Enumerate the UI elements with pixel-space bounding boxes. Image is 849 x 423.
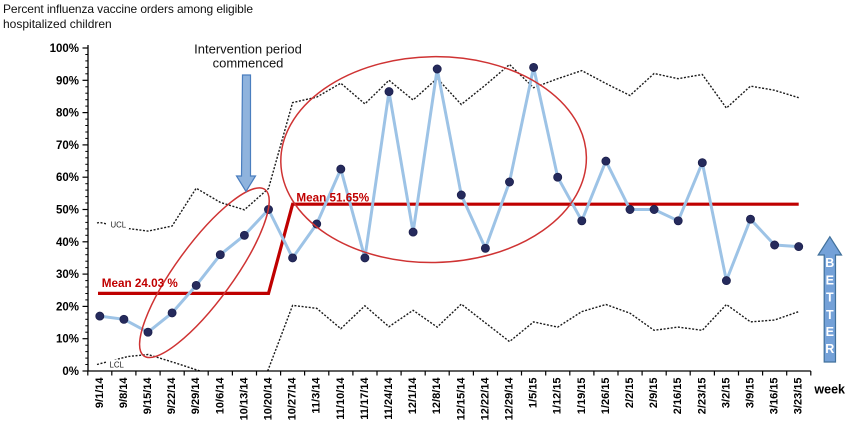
svg-text:40%: 40% — [56, 237, 79, 249]
svg-text:0%: 0% — [62, 366, 79, 378]
svg-text:30%: 30% — [56, 269, 79, 281]
svg-text:60%: 60% — [56, 172, 79, 184]
svg-text:12/8/14: 12/8/14 — [431, 377, 443, 415]
svg-text:1/19/15: 1/19/15 — [576, 378, 588, 415]
svg-text:3/16/15: 3/16/15 — [769, 378, 781, 415]
svg-text:10/20/14: 10/20/14 — [263, 377, 275, 421]
svg-text:11/17/14: 11/17/14 — [359, 377, 371, 420]
svg-text:week: week — [813, 383, 845, 397]
svg-text:11/24/14: 11/24/14 — [383, 377, 395, 420]
svg-text:T: T — [826, 291, 834, 305]
svg-text:Mean 24.03 %: Mean 24.03 % — [102, 277, 179, 290]
svg-text:9/8/14: 9/8/14 — [118, 377, 130, 408]
svg-text:2/23/15: 2/23/15 — [696, 378, 708, 415]
svg-text:50%: 50% — [56, 205, 79, 217]
svg-text:B: B — [825, 256, 834, 270]
svg-text:2/9/15: 2/9/15 — [648, 378, 660, 409]
svg-text:12/1/14: 12/1/14 — [407, 377, 419, 415]
svg-text:9/22/14: 9/22/14 — [166, 377, 178, 415]
svg-text:hospitalized children: hospitalized children — [3, 17, 112, 31]
svg-text:Intervention period: Intervention period — [194, 42, 302, 57]
svg-text:80%: 80% — [56, 108, 79, 120]
svg-text:3/2/15: 3/2/15 — [720, 378, 732, 409]
svg-text:1/12/15: 1/12/15 — [552, 378, 564, 415]
svg-text:10/13/14: 10/13/14 — [238, 377, 250, 421]
svg-text:12/22/14: 12/22/14 — [479, 377, 491, 421]
svg-text:R: R — [825, 342, 834, 356]
svg-text:9/29/14: 9/29/14 — [190, 377, 202, 415]
svg-text:Percent influenza vaccine orde: Percent influenza vaccine orders among e… — [3, 2, 253, 16]
svg-text:10%: 10% — [56, 334, 79, 346]
svg-text:12/15/14: 12/15/14 — [455, 377, 467, 421]
svg-text:3/9/15: 3/9/15 — [745, 378, 757, 409]
svg-text:commenced: commenced — [213, 56, 284, 71]
svg-text:UCL: UCL — [111, 220, 127, 229]
svg-text:20%: 20% — [56, 301, 79, 313]
svg-text:T: T — [826, 308, 834, 322]
svg-text:2/2/15: 2/2/15 — [624, 378, 636, 409]
svg-text:2/16/15: 2/16/15 — [672, 378, 684, 415]
svg-text:12/29/14: 12/29/14 — [504, 377, 516, 421]
svg-text:9/15/14: 9/15/14 — [142, 377, 154, 415]
svg-text:90%: 90% — [56, 75, 79, 87]
svg-text:9/1/14: 9/1/14 — [94, 377, 106, 408]
svg-text:E: E — [826, 325, 834, 339]
svg-text:Mean 51.65%: Mean 51.65% — [296, 192, 369, 205]
svg-text:1/5/15: 1/5/15 — [528, 378, 540, 409]
svg-text:11/3/14: 11/3/14 — [311, 377, 323, 414]
svg-text:100%: 100% — [50, 43, 79, 55]
svg-text:11/10/14: 11/10/14 — [335, 377, 347, 420]
svg-text:70%: 70% — [56, 140, 79, 152]
svg-text:1/26/15: 1/26/15 — [600, 378, 612, 415]
svg-text:LCL: LCL — [110, 360, 125, 369]
svg-text:E: E — [826, 273, 834, 287]
svg-text:10/6/14: 10/6/14 — [214, 377, 226, 415]
svg-text:10/27/14: 10/27/14 — [287, 377, 299, 421]
svg-text:3/23/15: 3/23/15 — [793, 378, 805, 415]
